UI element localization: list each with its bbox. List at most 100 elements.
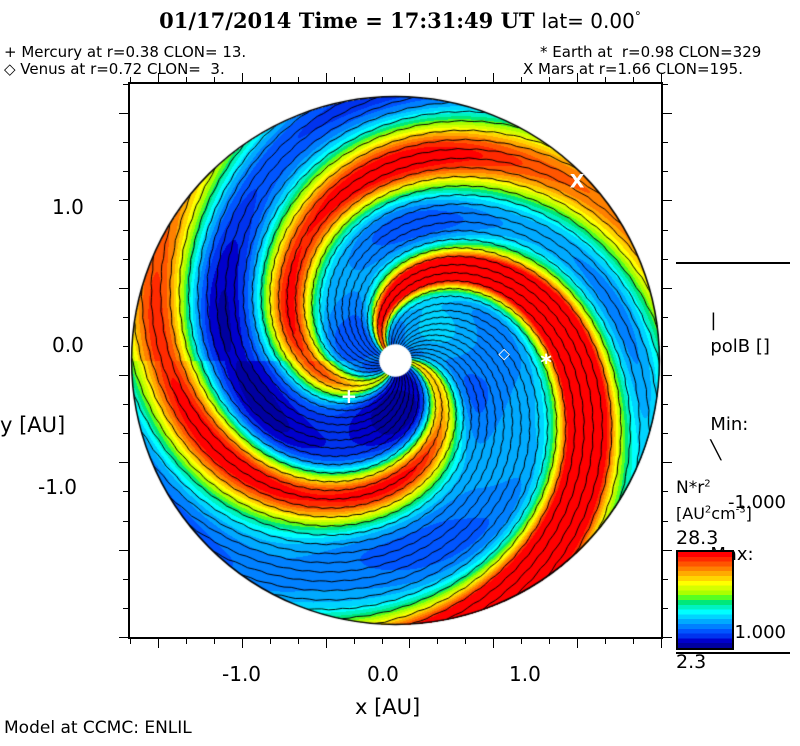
polb-min-slash-icon: ╲	[710, 440, 722, 461]
y-tick-left	[123, 317, 130, 318]
x-tick-bottom	[605, 637, 606, 644]
polb-min-row: Min: ╲	[676, 386, 794, 490]
heliosphere-density-map	[130, 84, 661, 637]
y-tick-left	[119, 288, 130, 289]
x-tick-label-1: -1.0	[222, 662, 262, 686]
x-tick-label-3: 1.0	[509, 662, 541, 686]
y-tick-left	[119, 375, 130, 376]
x-tick-top	[158, 73, 159, 84]
y-tick-left	[119, 200, 130, 201]
x-tick-top	[465, 77, 466, 84]
y-tick-left	[123, 84, 130, 85]
x-tick-top	[130, 77, 131, 84]
y-tick-left	[123, 608, 130, 609]
x-tick-bottom	[633, 637, 634, 644]
polb-min-value: -1.000	[727, 492, 786, 513]
y-tick-label-2: 0.0	[52, 333, 84, 357]
x-tick-bottom	[577, 637, 578, 648]
y-tick-right	[661, 142, 668, 143]
x-tick-bottom	[437, 637, 438, 644]
y-tick-right	[661, 608, 668, 609]
y-tick-right	[661, 404, 668, 405]
polb-divider-top	[676, 262, 790, 264]
y-tick-right	[661, 462, 672, 463]
y-tick-right	[661, 637, 672, 638]
x-tick-top	[605, 77, 606, 84]
x-tick-top	[493, 73, 494, 84]
y-tick-label-3: -1.0	[38, 475, 78, 499]
x-tick-bottom	[549, 637, 550, 644]
colorbar-units: [AU2cm-3]	[676, 504, 752, 523]
x-tick-top	[354, 77, 355, 84]
x-tick-top	[270, 77, 271, 84]
colorbar-min-value: 2.3	[676, 651, 707, 673]
colorbar-units-suffix: ]	[745, 504, 752, 523]
x-tick-bottom	[493, 637, 494, 648]
y-tick-left	[123, 521, 130, 522]
y-tick-label-1: 1.0	[52, 195, 84, 219]
x-tick-bottom	[465, 637, 466, 644]
y-tick-left	[123, 491, 130, 492]
header-earth: * Earth at r=0.98 CLON=329	[540, 43, 762, 61]
colorbar-units-prefix: [AU	[676, 504, 705, 523]
y-tick-right	[661, 84, 668, 85]
x-tick-bottom	[409, 637, 410, 648]
y-tick-left	[119, 637, 130, 638]
degree-symbol: °	[634, 9, 641, 24]
colorbar-quantity-exponent: 2	[704, 478, 711, 490]
title-latitude-text: lat= 0.00	[541, 9, 635, 33]
x-tick-bottom	[214, 637, 215, 644]
y-tick-left	[123, 346, 130, 347]
y-axis-label: y [AU]	[0, 413, 66, 437]
y-tick-right	[661, 375, 672, 376]
x-tick-bottom	[354, 637, 355, 644]
y-tick-left	[123, 579, 130, 580]
y-tick-left	[123, 404, 130, 405]
title-datetime: 01/17/2014 Time = 17:31:49 UT	[159, 8, 535, 33]
colorbar-max-value: 28.3	[676, 527, 719, 549]
y-tick-right	[661, 288, 672, 289]
y-tick-left	[119, 113, 130, 114]
x-tick-bottom	[270, 637, 271, 644]
y-tick-right	[661, 521, 668, 522]
x-tick-top	[633, 77, 634, 84]
y-tick-right	[661, 550, 672, 551]
x-tick-bottom	[661, 637, 662, 648]
x-tick-bottom	[186, 637, 187, 644]
x-tick-bottom	[326, 637, 327, 648]
y-tick-right	[661, 433, 668, 434]
polb-min-label: Min:	[710, 414, 749, 435]
y-tick-right	[661, 113, 672, 114]
x-tick-bottom	[298, 637, 299, 644]
x-tick-bottom	[242, 637, 243, 648]
x-tick-top	[214, 77, 215, 84]
colorbar-gradient	[676, 550, 734, 650]
x-tick-top	[549, 77, 550, 84]
polb-max-value: 1.000	[734, 622, 786, 643]
title-latitude: lat= 0.00°	[542, 9, 641, 33]
page-title: 01/17/2014 Time = 17:31:49 UT lat= 0.00°	[0, 8, 800, 33]
x-tick-top	[242, 73, 243, 84]
y-tick-right	[661, 317, 668, 318]
x-tick-top	[437, 77, 438, 84]
model-credit: Model at CCMC: ENLIL	[4, 718, 192, 738]
y-tick-right	[661, 259, 668, 260]
y-tick-right	[661, 230, 668, 231]
x-tick-bottom	[521, 637, 522, 644]
y-tick-left	[119, 462, 130, 463]
y-tick-right	[661, 200, 672, 201]
x-tick-top	[326, 73, 327, 84]
x-tick-top	[577, 73, 578, 84]
y-tick-right	[661, 579, 668, 580]
x-tick-top	[186, 77, 187, 84]
colorbar-units-exponent-2: -3	[735, 504, 746, 516]
polb-divider-bottom	[676, 652, 790, 654]
header-venus: ◇ Venus at r=0.72 CLON= 3.	[4, 60, 225, 78]
x-axis-label: x [AU]	[355, 695, 421, 719]
polb-title-row: | polB []	[676, 282, 794, 386]
y-tick-left	[123, 433, 130, 434]
y-tick-left	[123, 259, 130, 260]
x-tick-bottom	[130, 637, 131, 644]
colorbar-units-exponent-1: 2	[704, 504, 712, 516]
y-tick-left	[123, 230, 130, 231]
